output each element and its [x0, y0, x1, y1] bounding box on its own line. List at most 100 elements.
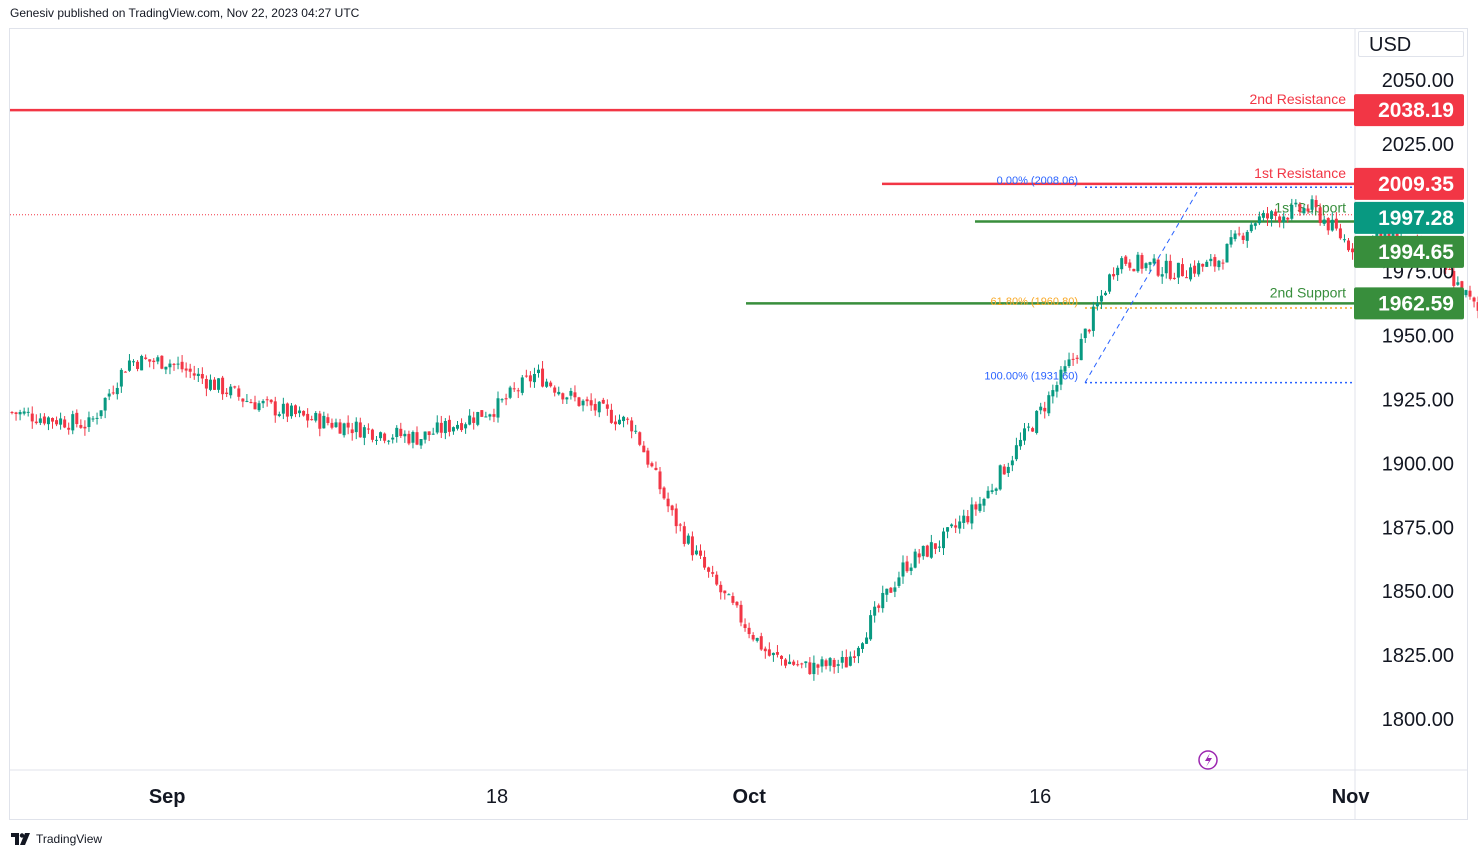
candle-body: [674, 508, 678, 527]
candle-body: [678, 524, 682, 526]
candle-body: [565, 397, 569, 400]
candle-body: [970, 504, 974, 524]
candle-body: [1108, 274, 1112, 292]
candle-body: [484, 416, 488, 418]
candle-body: [208, 379, 212, 390]
candle-body: [1091, 306, 1095, 331]
candle-body: [476, 412, 480, 425]
candle-body: [1261, 212, 1265, 218]
candle-body: [828, 658, 832, 666]
candle-body: [1347, 240, 1350, 251]
candle-body: [366, 428, 370, 430]
candle-body: [95, 417, 99, 419]
candle-body: [127, 360, 131, 371]
candle-body: [451, 427, 455, 432]
candle-body: [294, 405, 297, 415]
candle-body: [298, 410, 302, 414]
candle-body: [447, 419, 451, 432]
candle-body: [144, 357, 148, 359]
candle-body: [1104, 292, 1107, 296]
candle-body: [136, 361, 140, 369]
candle-body: [869, 615, 873, 640]
candle-body: [719, 584, 723, 593]
candle-body: [1229, 237, 1233, 245]
candle-body: [561, 393, 565, 400]
candle-body: [694, 550, 698, 555]
level-price-tag-bg: [1354, 167, 1464, 200]
candle-body: [1274, 211, 1278, 216]
candle-body: [581, 400, 585, 406]
candle-body: [1351, 248, 1355, 253]
candle-body: [771, 652, 775, 656]
candle-body: [115, 387, 119, 395]
candle-body: [1294, 202, 1298, 205]
x-tick-label: Nov: [1332, 786, 1371, 808]
candle-body: [626, 418, 630, 420]
candle-body: [63, 419, 67, 428]
candle-body: [387, 440, 391, 442]
y-tick-label: 1850.00: [1382, 581, 1454, 603]
candle-body: [1116, 267, 1120, 276]
candle-body: [933, 543, 937, 549]
candle-body: [188, 368, 192, 372]
candle-body: [666, 498, 670, 507]
candle-body: [1464, 290, 1468, 296]
candle-body: [42, 416, 46, 424]
candle-body: [1221, 262, 1225, 264]
candle-body: [10, 412, 14, 414]
level-price-tag: 2009.35: [1378, 173, 1454, 196]
candle-body: [662, 487, 666, 499]
candle-body: [601, 399, 605, 404]
candle-body: [1205, 261, 1209, 267]
candle-body: [140, 355, 144, 371]
candle-body: [638, 432, 642, 445]
candle-body: [1326, 218, 1330, 231]
candle-body: [1266, 213, 1269, 219]
candle-body: [87, 417, 91, 428]
candle-body: [196, 373, 200, 377]
candle-body: [646, 450, 650, 465]
candle-body: [1306, 208, 1310, 212]
candle-body: [994, 488, 998, 491]
candle-body: [1278, 216, 1282, 223]
currency-selector[interactable]: USD: [1358, 31, 1464, 57]
candle-body: [812, 662, 816, 675]
candle-body: [289, 405, 293, 417]
candle-body: [1476, 302, 1478, 311]
candle-body: [148, 359, 152, 362]
candle-body: [1322, 219, 1326, 224]
candle-body: [832, 659, 836, 668]
level-name: 2nd Resistance: [1249, 91, 1346, 107]
candle-body: [164, 366, 168, 370]
candle-body: [1314, 200, 1318, 208]
candle-body: [334, 422, 338, 428]
candle-body: [253, 402, 257, 410]
price-tags: 2038.19 2009.35 1997.28 1994.65 1962.59: [1354, 94, 1464, 320]
candle-body: [443, 421, 447, 434]
candle-body: [1063, 366, 1067, 372]
price-axis[interactable]: 2050.002025.001975.001950.001925.001900.…: [1382, 70, 1454, 731]
candle-body: [937, 546, 941, 548]
candle-body: [342, 423, 346, 436]
time-axis[interactable]: Sep18Oct16Nov13Dec: [149, 786, 1478, 808]
candle-body: [1079, 338, 1083, 361]
candle-body: [1023, 428, 1026, 441]
lightning-icon[interactable]: [1198, 750, 1218, 770]
candle-body: [472, 417, 476, 423]
candle-body: [816, 664, 820, 668]
candle-body: [34, 421, 38, 424]
candle-body: [873, 606, 877, 616]
candle-body: [1039, 406, 1043, 411]
candle-body: [836, 664, 840, 666]
candle-body: [763, 648, 767, 652]
candle-body: [1152, 258, 1156, 264]
candle-body: [921, 545, 925, 557]
candle-body: [1270, 211, 1274, 219]
candle-body: [755, 637, 759, 641]
candle-body: [1031, 428, 1035, 432]
candle-body: [370, 429, 374, 440]
candle-body: [1241, 235, 1245, 240]
candle-body: [59, 418, 63, 425]
candle-body: [407, 433, 411, 444]
